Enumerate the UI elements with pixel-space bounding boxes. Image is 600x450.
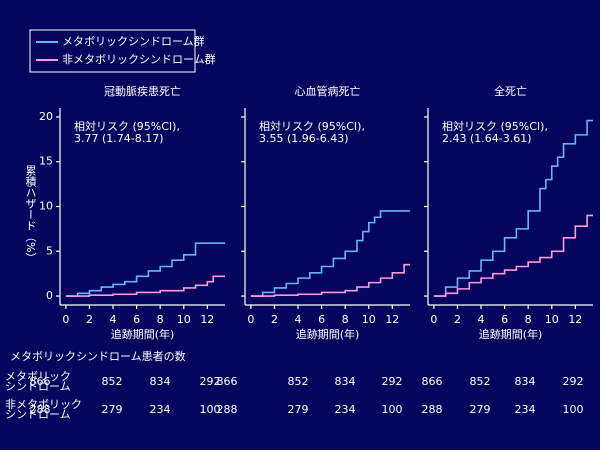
count: 288: [30, 403, 51, 416]
x-tick-label: 12: [200, 313, 214, 326]
count: 834: [515, 375, 536, 388]
count: 234: [515, 403, 536, 416]
x-tick-label: 2: [271, 313, 278, 326]
count: 292: [382, 375, 403, 388]
count: 234: [335, 403, 356, 416]
step-line: [433, 214, 593, 297]
count: 852: [288, 375, 309, 388]
chart-title: 心血管病死亡: [295, 84, 361, 98]
row-label: メタボリック: [5, 370, 71, 383]
x-tick-label: 0: [247, 313, 254, 326]
x-tick-label: 4: [110, 313, 117, 326]
count: 852: [470, 375, 491, 388]
count: 100: [382, 403, 403, 416]
row-label: 非メタボリック: [5, 398, 82, 411]
y-tick-label: 5: [46, 244, 53, 257]
x-tick-label: 0: [62, 313, 69, 326]
table-title: メタボリックシンドローム患者の数: [10, 350, 186, 363]
x-tick-label: 0: [430, 313, 437, 326]
x-tick-label: 4: [478, 313, 485, 326]
x-tick-label: 2: [454, 313, 461, 326]
x-axis-label: 追跡期間(年): [296, 327, 360, 341]
annotation: 相対リスク (95%CI),: [442, 119, 548, 133]
row-label: シンドローム: [5, 380, 71, 393]
count: 834: [335, 375, 356, 388]
y-tick-label: 20: [39, 110, 53, 123]
count: 288: [422, 403, 443, 416]
legend-box: [29, 29, 196, 73]
chart-title: 全死亡: [494, 84, 527, 98]
annotation: 3.55 (1.96-6.43): [259, 132, 349, 145]
count: 866: [217, 375, 238, 388]
step-line: [65, 242, 225, 297]
x-tick-label: 10: [362, 313, 376, 326]
row-label: シンドローム: [5, 408, 71, 421]
annotation: 相対リスク (95%CI),: [259, 119, 365, 133]
x-tick-label: 8: [157, 313, 164, 326]
count: 234: [150, 403, 171, 416]
count: 834: [150, 375, 171, 388]
count: 279: [288, 403, 309, 416]
x-tick-label: 12: [568, 313, 582, 326]
count: 292: [200, 375, 221, 388]
y-axis-label: 累積ハザード（%）: [24, 165, 37, 264]
y-tick-label: 0: [46, 289, 53, 302]
x-tick-label: 8: [525, 313, 532, 326]
annotation: 2.43 (1.64-3.61): [442, 132, 532, 145]
annotation: 3.77 (1.74-8.17): [74, 132, 164, 145]
legend-label: 非メタボリックシンドローム群: [62, 52, 216, 66]
x-tick-label: 12: [385, 313, 399, 326]
x-tick-label: 8: [342, 313, 349, 326]
x-tick-label: 6: [501, 313, 508, 326]
count: 100: [563, 403, 584, 416]
y-tick-label: 15: [39, 155, 53, 168]
legend-label: メタボリックシンドローム群: [62, 34, 205, 48]
x-axis-label: 追跡期間(年): [479, 327, 543, 341]
step-line: [250, 263, 410, 297]
count: 288: [217, 403, 238, 416]
step-line: [433, 119, 593, 297]
count: 279: [470, 403, 491, 416]
count: 852: [102, 375, 123, 388]
x-axis-label: 追跡期間(年): [111, 327, 175, 341]
count: 292: [563, 375, 584, 388]
count: 100: [200, 403, 221, 416]
step-line: [65, 275, 225, 297]
count: 866: [30, 375, 51, 388]
y-tick-label: 10: [39, 200, 53, 213]
x-tick-label: 4: [295, 313, 302, 326]
x-tick-label: 10: [545, 313, 559, 326]
x-tick-label: 10: [177, 313, 191, 326]
x-tick-label: 6: [318, 313, 325, 326]
chart-title: 冠動脈疾患死亡: [104, 84, 181, 98]
annotation: 相対リスク (95%CI),: [74, 119, 180, 133]
step-line: [250, 210, 410, 297]
x-tick-label: 6: [133, 313, 140, 326]
x-tick-label: 2: [86, 313, 93, 326]
count: 866: [422, 375, 443, 388]
count: 279: [102, 403, 123, 416]
